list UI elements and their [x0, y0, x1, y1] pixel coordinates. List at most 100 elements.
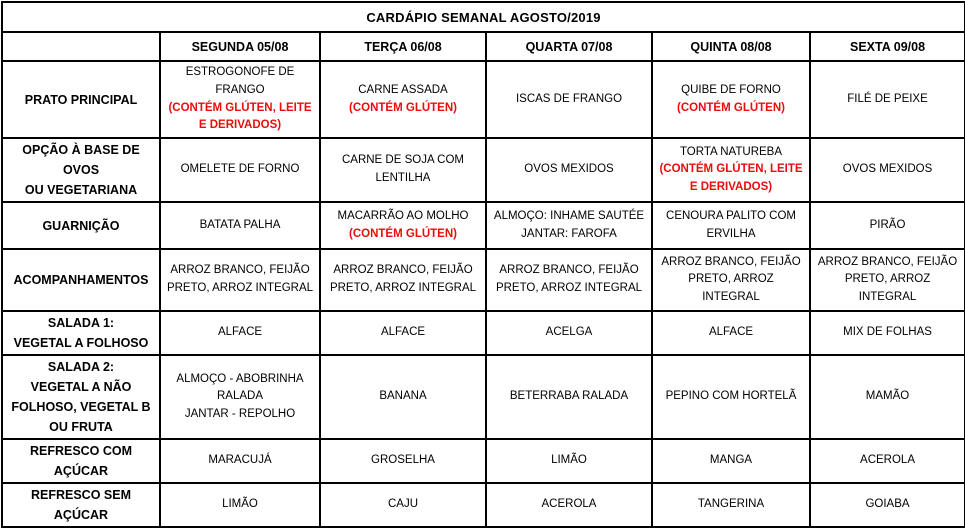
dish-text: OMELETE DE FORNO [180, 163, 300, 176]
menu-cell: ALFACE [651, 310, 811, 357]
dish-text: BANANA [379, 390, 427, 403]
dish-text: PIRÃO [869, 218, 906, 231]
dish-text: CAJU [387, 498, 419, 511]
row-label-prato-principal: PRATO PRINCIPAL [1, 59, 161, 140]
dish-text: MANGA [709, 454, 753, 467]
row-label-salada-2: SALADA 2: VEGETAL A NÃO FOLHOSO, VEGETAL… [1, 354, 161, 441]
dish-text: MARACUJÁ [208, 454, 272, 467]
dish-text: ACELGA [545, 326, 593, 339]
row-label-salada-1: SALADA 1: VEGETAL A FOLHOSO [1, 310, 161, 357]
allergen-note: (CONTÉM GLÚTEN, LEITE E DERIVADOS) [659, 163, 803, 194]
dish-text: ALMOÇO - ABOBRINHA RALADA JANTAR - REPOL… [176, 372, 304, 421]
dish-text: LIMÃO [551, 454, 587, 467]
dish-text: CARNE DE SOJA COM LENTILHA [341, 154, 465, 185]
row-acompanhamentos: ACOMPANHAMENTOS ARROZ BRANCO, FEIJÃO PRE… [1, 248, 965, 313]
dish-text: OVOS MEXIDOS [842, 163, 933, 176]
allergen-note: (CONTÉM GLÚTEN) [677, 101, 785, 114]
allergen-note: (CONTÉM GLÚTEN) [349, 101, 457, 114]
dish-text: ISCAS DE FRANGO [515, 92, 623, 105]
menu-cell: ALMOÇO - ABOBRINHA RALADA JANTAR - REPOL… [159, 354, 321, 441]
dish-text: ACEROLA [860, 454, 915, 467]
menu-cell: OVOS MEXIDOS [808, 137, 965, 204]
dish-text: ALFACE [217, 326, 263, 339]
menu-cell: MARACUJÁ [159, 438, 321, 485]
day-header-terca: TERÇA 06/08 [319, 31, 487, 62]
page-title: CARDÁPIO SEMANAL AGOSTO/2019 [0, 1, 965, 33]
dish-text: ARROZ BRANCO, FEIJÃO PRETO, ARROZ INTEGR… [661, 255, 801, 304]
dish-text: MACARRÃO AO MOLHO [337, 209, 469, 222]
menu-cell: PEPINO COM HORTELÃ [651, 354, 811, 441]
menu-cell: ISCAS DE FRANGO [485, 59, 653, 140]
menu-cell: LIMÃO [159, 482, 321, 528]
dish-text: GROSELHA [371, 454, 435, 467]
row-label-opcao-ovos-vegetariana: OPÇÃO À BASE DE OVOS OU VEGETARIANA [1, 137, 161, 204]
dish-text: TANGERINA [697, 498, 765, 511]
dish-text: CARNE ASSADA [358, 83, 448, 96]
day-header-segunda: SEGUNDA 05/08 [159, 31, 321, 62]
menu-cell: ACEROLA [485, 482, 653, 528]
menu-cell: ALMOÇO: INHAME SAUTÉE JANTAR: FAROFA [485, 201, 653, 251]
dish-text: ALMOÇO: INHAME SAUTÉE JANTAR: FAROFA [493, 209, 645, 240]
dish-text: MIX DE FOLHAS [843, 326, 932, 339]
menu-cell: CARNE DE SOJA COM LENTILHA [319, 137, 487, 204]
dish-text: QUIBE DE FORNO [681, 83, 781, 96]
menu-cell: MIX DE FOLHAS [808, 310, 965, 357]
dish-text: GOIABA [865, 498, 910, 511]
row-salada-1: SALADA 1: VEGETAL A FOLHOSO ALFACE ALFAC… [1, 310, 965, 357]
menu-cell: ACELGA [485, 310, 653, 357]
menu-cell: ARROZ BRANCO, FEIJÃO PRETO, ARROZ INTEGR… [651, 248, 811, 313]
dish-text: OVOS MEXIDOS [524, 163, 614, 176]
dish-text: BETERRABA RALADA [509, 390, 629, 403]
dish-text: ESTROGONOFE DE FRANGO [185, 66, 295, 96]
row-salada-2: SALADA 2: VEGETAL A NÃO FOLHOSO, VEGETAL… [1, 354, 965, 441]
dish-text: MAMÃO [865, 390, 910, 403]
row-guarnicao: GUARNIÇÃO BATATA PALHA MACARRÃO AO MOLHO… [1, 201, 965, 251]
menu-cell: ARROZ BRANCO, FEIJÃO PRETO, ARROZ INTEGR… [808, 248, 965, 313]
dish-text: ALFACE [380, 326, 426, 339]
dish-text: CENOURA PALITO COM ERVILHA [666, 209, 796, 240]
menu-cell: ACEROLA [808, 438, 965, 485]
row-label-guarnicao: GUARNIÇÃO [1, 201, 161, 251]
menu-cell: CENOURA PALITO COM ERVILHA [651, 201, 811, 251]
dish-text: ARROZ BRANCO, FEIJÃO PRETO, ARROZ INTEGR… [166, 264, 314, 295]
menu-cell: ARROZ BRANCO, FEIJÃO PRETO, ARROZ INTEGR… [159, 248, 321, 313]
dish-text: ALFACE [708, 326, 754, 339]
menu-cell: LIMÃO [485, 438, 653, 485]
menu-cell: ESTROGONOFE DE FRANGO (CONTÉM GLÚTEN, LE… [159, 59, 321, 140]
row-prato-principal: PRATO PRINCIPAL ESTROGONOFE DE FRANGO (C… [1, 59, 965, 140]
header-row: SEGUNDA 05/08 TERÇA 06/08 QUARTA 07/08 Q… [1, 31, 965, 62]
row-label-refresco-sem-acucar: REFRESCO SEM AÇÚCAR [1, 482, 161, 528]
menu-cell: CARNE ASSADA (CONTÉM GLÚTEN) [319, 59, 487, 140]
menu-cell: GROSELHA [319, 438, 487, 485]
dish-text: TORTA NATUREBA [679, 145, 783, 158]
menu-cell: PIRÃO [808, 201, 965, 251]
menu-cell: ALFACE [159, 310, 321, 357]
menu-cell: BETERRABA RALADA [485, 354, 653, 441]
menu-cell: OVOS MEXIDOS [485, 137, 653, 204]
row-refresco-com-acucar: REFRESCO COM AÇÚCAR MARACUJÁ GROSELHA LI… [1, 438, 965, 485]
day-header-quarta: QUARTA 07/08 [485, 31, 653, 62]
menu-cell: OMELETE DE FORNO [159, 137, 321, 204]
row-label-acompanhamentos: ACOMPANHAMENTOS [1, 248, 161, 313]
row-label-refresco-com-acucar: REFRESCO COM AÇÚCAR [1, 438, 161, 485]
day-header-quinta: QUINTA 08/08 [651, 31, 811, 62]
allergen-note: (CONTÉM GLÚTEN, LEITE E DERIVADOS) [168, 101, 312, 132]
menu-cell: MACARRÃO AO MOLHO (CONTÉM GLÚTEN) [319, 201, 487, 251]
menu-cell: BANANA [319, 354, 487, 441]
dish-text: BATATA PALHA [199, 218, 281, 231]
allergen-note: (CONTÉM GLÚTEN) [349, 227, 457, 240]
menu-cell: CAJU [319, 482, 487, 528]
menu-cell: ARROZ BRANCO, FEIJÃO PRETO, ARROZ INTEGR… [485, 248, 653, 313]
title-row: CARDÁPIO SEMANAL AGOSTO/2019 [0, 1, 965, 33]
menu-cell: ARROZ BRANCO, FEIJÃO PRETO, ARROZ INTEGR… [319, 248, 487, 313]
dish-text: LIMÃO [222, 498, 258, 511]
row-opcao-ovos-vegetariana: OPÇÃO À BASE DE OVOS OU VEGETARIANA OMEL… [1, 137, 965, 204]
corner-cell [1, 31, 161, 62]
dish-text: FILÉ DE PEIXE [847, 92, 928, 105]
menu-cell: QUIBE DE FORNO (CONTÉM GLÚTEN) [651, 59, 811, 140]
menu-cell: TORTA NATUREBA (CONTÉM GLÚTEN, LEITE E D… [651, 137, 811, 204]
dish-text: ARROZ BRANCO, FEIJÃO PRETO, ARROZ INTEGR… [329, 264, 477, 295]
menu-cell: GOIABA [808, 482, 965, 528]
menu-cell: MANGA [651, 438, 811, 485]
